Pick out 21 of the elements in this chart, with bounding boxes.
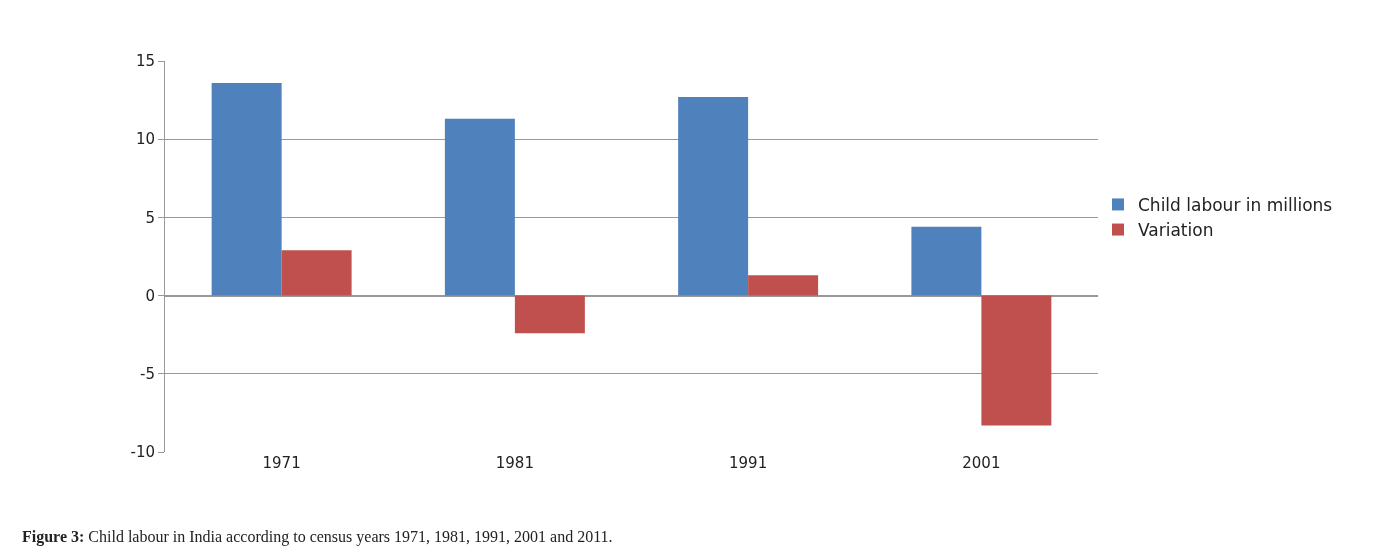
x-tick-label: 2001 — [962, 454, 1001, 472]
bar — [911, 226, 982, 296]
legend-label: Variation — [1138, 220, 1214, 241]
y-tick-label: 10 — [135, 130, 155, 149]
x-tick-label: 1991 — [729, 454, 768, 472]
y-tick-label: 0 — [145, 286, 155, 305]
bar — [514, 295, 585, 334]
y-tick-label: 15 — [135, 52, 155, 71]
bar — [748, 275, 819, 296]
caption: Figure 3: Child labour in India according to census years 1971, 1981, 1991, 2001 and 2011. — [22, 528, 613, 546]
bar — [678, 96, 749, 296]
bar — [211, 82, 282, 296]
x-tick-label: 1971 — [262, 454, 301, 472]
y-tick-label: -5 — [140, 365, 155, 384]
y-tick-label: 5 — [145, 208, 155, 227]
legend-label: Child labour in millions — [1138, 195, 1333, 216]
bar — [981, 295, 1052, 426]
bar — [281, 250, 352, 296]
y-tick-label: -10 — [130, 443, 155, 462]
x-tick-label: 1981 — [495, 454, 534, 472]
bar — [444, 118, 515, 296]
